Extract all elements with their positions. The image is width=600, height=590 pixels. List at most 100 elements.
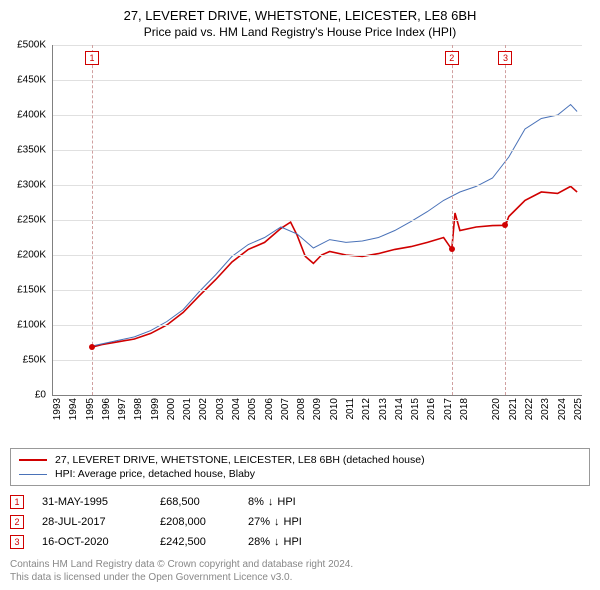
attribution-line-2: This data is licensed under the Open Gov… [10, 571, 590, 584]
gridline [53, 255, 582, 256]
pct-value: 8% [248, 496, 264, 508]
transaction-marker: 3 [10, 535, 24, 549]
legend-item: HPI: Average price, detached house, Blab… [19, 467, 581, 481]
gridline [53, 45, 582, 46]
title-main: 27, LEVERET DRIVE, WHETSTONE, LEICESTER,… [10, 8, 590, 23]
pct-value: 28% [248, 536, 270, 548]
title-block: 27, LEVERET DRIVE, WHETSTONE, LEICESTER,… [10, 8, 590, 39]
data-point [502, 222, 508, 228]
x-tick-label: 2014 [394, 398, 405, 420]
event-vline [92, 45, 93, 395]
y-tick-label: £250K [17, 215, 46, 226]
y-tick-label: £100K [17, 320, 46, 331]
y-tick-label: £500K [17, 40, 46, 51]
x-tick-label: 2025 [573, 398, 584, 420]
x-tick-label: 2005 [247, 398, 258, 420]
x-tick-label: 1998 [133, 398, 144, 420]
x-tick-label: 2012 [361, 398, 372, 420]
chart-container: 27, LEVERET DRIVE, WHETSTONE, LEICESTER,… [0, 0, 600, 590]
transaction-date: 31-MAY-1995 [42, 496, 142, 508]
x-tick-label: 2003 [215, 398, 226, 420]
event-marker-3: 3 [498, 51, 512, 65]
transaction-rows: 131-MAY-1995£68,5008%↓HPI228-JUL-2017£20… [10, 492, 590, 552]
legend-swatch [19, 474, 47, 475]
transaction-price: £68,500 [160, 496, 230, 508]
gridline [53, 220, 582, 221]
x-tick-label: 2021 [508, 398, 519, 420]
x-tick-label: 2013 [378, 398, 389, 420]
x-tick-label: 2001 [182, 398, 193, 420]
x-tick-label: 1994 [68, 398, 79, 420]
x-tick-label: 2000 [166, 398, 177, 420]
chart-area: £0£50K£100K£150K£200K£250K£300K£350K£400… [10, 45, 590, 420]
transaction-marker: 1 [10, 495, 24, 509]
plot-area: 123 [52, 45, 582, 396]
x-tick-label: 2022 [524, 398, 535, 420]
transaction-price: £242,500 [160, 536, 230, 548]
x-tick-label: 2011 [345, 398, 356, 420]
transaction-row: 3 16-OCT-2020 £242,500 28% ↓ HPI [10, 532, 590, 552]
x-tick-label: 2010 [329, 398, 340, 420]
x-tick-label: 2008 [296, 398, 307, 420]
x-tick-label: 1997 [117, 398, 128, 420]
x-tick-label: 2018 [459, 398, 470, 420]
gridline [53, 290, 582, 291]
data-point [89, 344, 95, 350]
y-tick-label: £150K [17, 285, 46, 296]
transaction-pct: 27% ↓ HPI [248, 516, 302, 528]
y-tick-label: £300K [17, 180, 46, 191]
x-tick-label: 1993 [52, 398, 63, 420]
y-tick-label: £0 [35, 390, 46, 401]
gridline [53, 115, 582, 116]
transaction-price: £208,000 [160, 516, 230, 528]
x-tick-label: 2006 [264, 398, 275, 420]
data-point [449, 246, 455, 252]
arrow-down-icon: ↓ [274, 516, 280, 528]
x-tick-label: 2023 [540, 398, 551, 420]
x-axis: 1993199419951996199719981999200020012002… [52, 396, 582, 420]
x-tick-label: 1999 [150, 398, 161, 420]
attribution-line-1: Contains HM Land Registry data © Crown c… [10, 558, 590, 571]
transaction-date: 28-JUL-2017 [42, 516, 142, 528]
y-tick-label: £400K [17, 110, 46, 121]
x-tick-label: 2004 [231, 398, 242, 420]
pct-value: 27% [248, 516, 270, 528]
legend-item: 27, LEVERET DRIVE, WHETSTONE, LEICESTER,… [19, 453, 581, 467]
y-tick-label: £200K [17, 250, 46, 261]
x-tick-label: 2009 [312, 398, 323, 420]
title-sub: Price paid vs. HM Land Registry's House … [10, 25, 590, 39]
x-tick-label: 2007 [280, 398, 291, 420]
pct-vs-label: HPI [277, 496, 295, 508]
x-tick-label: 2002 [198, 398, 209, 420]
event-vline [452, 45, 453, 395]
transaction-marker: 2 [10, 515, 24, 529]
transaction-pct: 28% ↓ HPI [248, 536, 302, 548]
x-tick-label: 1996 [101, 398, 112, 420]
x-tick-label: 2015 [410, 398, 421, 420]
transaction-row: 1 31-MAY-1995 £68,500 8% ↓HPI [10, 492, 590, 512]
x-tick-label: 2016 [426, 398, 437, 420]
legend-swatch [19, 459, 47, 461]
transaction-pct: 8% ↓HPI [248, 496, 296, 508]
y-tick-label: £350K [17, 145, 46, 156]
gridline [53, 185, 582, 186]
gridline [53, 80, 582, 81]
gridline [53, 325, 582, 326]
attribution: Contains HM Land Registry data © Crown c… [10, 558, 590, 584]
pct-vs-label: HPI [284, 536, 302, 548]
x-tick-label: 2024 [557, 398, 568, 420]
gridline [53, 360, 582, 361]
pct-vs-label: HPI [284, 516, 302, 528]
event-vline [505, 45, 506, 395]
y-tick-label: £450K [17, 75, 46, 86]
gridline [53, 150, 582, 151]
legend-label: HPI: Average price, detached house, Blab… [55, 468, 255, 480]
arrow-down-icon: ↓ [268, 496, 274, 508]
event-marker-2: 2 [445, 51, 459, 65]
legend-label: 27, LEVERET DRIVE, WHETSTONE, LEICESTER,… [55, 454, 425, 466]
transaction-row: 2 28-JUL-2017 £208,000 27% ↓ HPI [10, 512, 590, 532]
x-tick-label: 2020 [491, 398, 502, 420]
transaction-date: 16-OCT-2020 [42, 536, 142, 548]
legend: 27, LEVERET DRIVE, WHETSTONE, LEICESTER,… [10, 448, 590, 486]
arrow-down-icon: ↓ [274, 536, 280, 548]
